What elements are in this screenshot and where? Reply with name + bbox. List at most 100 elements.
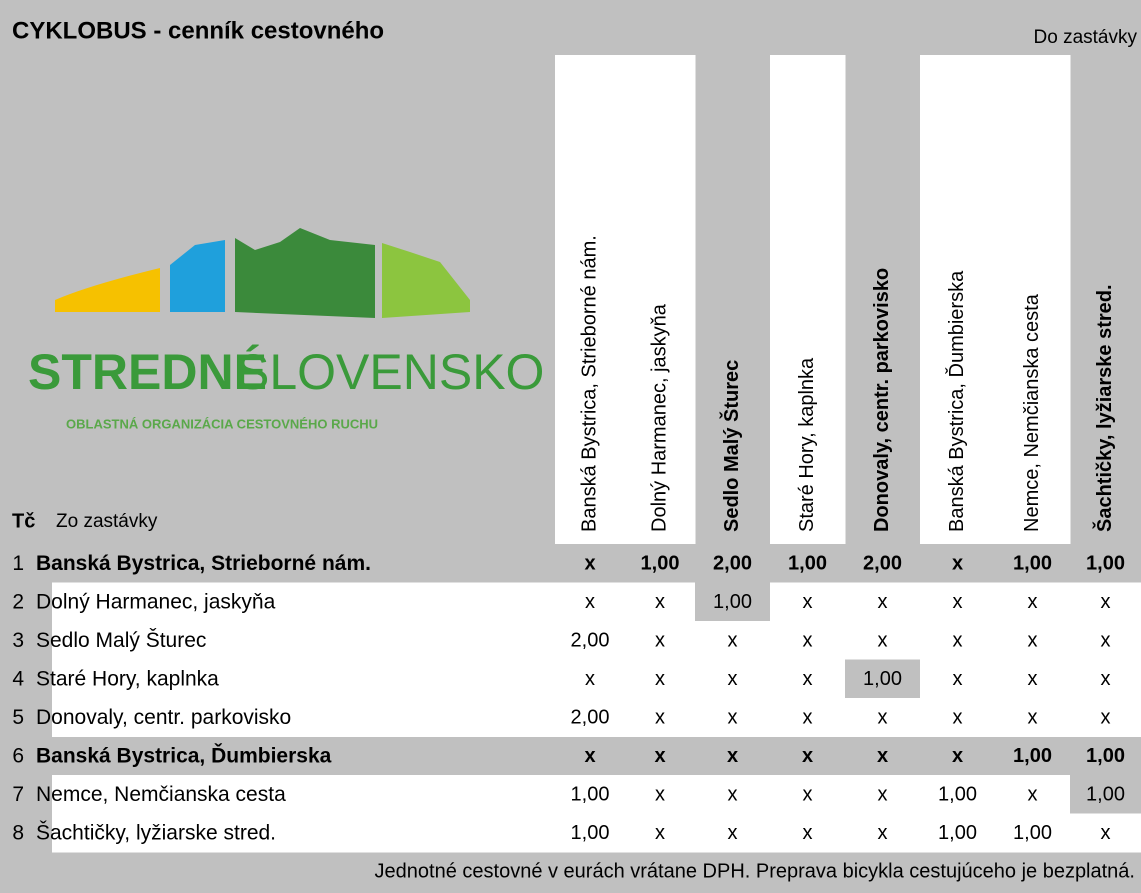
fare-cell: x — [878, 784, 888, 806]
logo-shape — [55, 268, 160, 312]
fare-cell: x — [585, 591, 595, 613]
logo-shape — [235, 228, 375, 318]
row-bg — [52, 775, 1141, 814]
fare-cell: x — [1028, 707, 1038, 729]
row-bg — [52, 698, 1141, 737]
fare-cell: x — [1101, 630, 1111, 652]
fare-cell: 2,00 — [863, 553, 902, 575]
fare-cell: x — [953, 668, 963, 690]
fare-cell: x — [584, 553, 595, 575]
fare-cell: x — [1101, 591, 1111, 613]
fare-cell: x — [1101, 822, 1111, 844]
fare-cell: 1,00 — [1013, 745, 1052, 767]
fare-cell: x — [655, 707, 665, 729]
fare-cell: 1,00 — [938, 784, 977, 806]
fare-cell: 1,00 — [571, 784, 610, 806]
row-name: Sedlo Malý Šturec — [36, 629, 206, 652]
row-number: 1 — [12, 552, 24, 575]
fare-cell: x — [655, 591, 665, 613]
cell-highlight — [845, 659, 920, 698]
fare-cell: x — [728, 630, 738, 652]
row-number: 7 — [12, 783, 24, 806]
row-number: 3 — [12, 629, 24, 652]
fare-cell: x — [953, 707, 963, 729]
fare-cell: 2,00 — [571, 630, 610, 652]
fare-cell: x — [1101, 668, 1111, 690]
fare-cell: x — [802, 745, 813, 767]
fare-cell: 1,00 — [571, 822, 610, 844]
row-bg — [52, 582, 1141, 622]
fare-cell: x — [953, 591, 963, 613]
fare-cell: x — [1028, 591, 1038, 613]
number-label: Tč — [12, 510, 35, 532]
column-header: Donovaly, centr. parkovisko — [871, 268, 893, 532]
fare-cell: 1,00 — [1086, 745, 1125, 767]
row-number: 6 — [12, 744, 24, 767]
row-bg — [52, 659, 1141, 699]
row-number: 5 — [12, 706, 24, 729]
fare-cell: x — [953, 630, 963, 652]
fare-cell: x — [1101, 707, 1111, 729]
fare-cell: x — [878, 822, 888, 844]
fare-cell: 1,00 — [938, 822, 977, 844]
fare-cell: 1,00 — [863, 668, 902, 690]
row-name: Dolný Harmanec, jaskyňa — [36, 590, 276, 613]
column-header-bg — [920, 55, 996, 544]
fare-cell: x — [585, 668, 595, 690]
row-number: 2 — [12, 590, 24, 613]
row-name: Nemce, Nemčianska cesta — [36, 783, 286, 806]
fare-cell: x — [1028, 630, 1038, 652]
row-bg — [52, 621, 1141, 660]
fare-cell: 1,00 — [1086, 784, 1125, 806]
fare-cell: 1,00 — [713, 591, 752, 613]
fare-cell: 2,00 — [713, 553, 752, 575]
fare-cell: x — [878, 707, 888, 729]
fare-cell: x — [728, 707, 738, 729]
fare-cell: x — [878, 591, 888, 613]
column-header: Dolný Harmanec, jaskyňa — [648, 303, 670, 532]
fare-cell: 1,00 — [1013, 822, 1052, 844]
fare-cell: x — [952, 553, 963, 575]
column-header: Nemce, Nemčianska cesta — [1021, 293, 1043, 532]
row-name: Šachtičky, lyžiarske stred. — [36, 821, 276, 844]
logo-shape — [382, 243, 470, 318]
column-header: Staré Hory, kaplnka — [796, 357, 818, 532]
cell-highlight — [1070, 775, 1141, 814]
column-header-bg — [995, 55, 1071, 544]
fare-cell: x — [803, 668, 813, 690]
fare-cell: 1,00 — [788, 553, 827, 575]
footer: Jednotné cestovné v eurách vrátane DPH. … — [375, 860, 1135, 882]
fare-cell: x — [803, 591, 813, 613]
column-header: Sedlo Malý Šturec — [719, 360, 743, 532]
logo-subtitle: OBLASTNÁ ORGANIZÁCIA CESTOVNÉHO RUCHU — [66, 416, 378, 431]
fare-cell: x — [803, 707, 813, 729]
row-name: Banská Bystrica, Ďumbierska — [36, 743, 332, 767]
row-name: Staré Hory, kaplnka — [36, 667, 219, 690]
fare-cell: x — [878, 630, 888, 652]
fare-cell: x — [1028, 668, 1038, 690]
fare-cell: x — [655, 784, 665, 806]
logo-shape — [170, 240, 225, 312]
row-name: Banská Bystrica, Strieborné nám. — [36, 552, 371, 575]
fare-cell: 1,00 — [1013, 553, 1052, 575]
column-header-bg — [770, 55, 846, 544]
row-number: 8 — [12, 821, 24, 844]
logo-name-bold: STREDNÉ — [28, 344, 267, 400]
column-header: Banská Bystrica, Strieborné nám. — [578, 235, 600, 532]
fare-cell: x — [877, 745, 888, 767]
row-bg — [52, 813, 1141, 853]
cell-highlight — [695, 582, 770, 621]
fare-cell: 2,00 — [571, 707, 610, 729]
fare-cell: x — [728, 822, 738, 844]
title: CYKLOBUS - cenník cestovného — [12, 17, 384, 44]
fare-cell: x — [728, 784, 738, 806]
row-name: Donovaly, centr. parkovisko — [36, 706, 291, 729]
destination-label: Do zastávky — [1034, 27, 1138, 48]
fare-cell: x — [727, 745, 738, 767]
row-number: 4 — [12, 667, 24, 690]
column-header-bg — [555, 55, 626, 544]
fare-cell: 1,00 — [1086, 553, 1125, 575]
origin-label: Zo zastávky — [56, 511, 158, 532]
fare-cell: x — [1028, 784, 1038, 806]
fare-cell: x — [803, 822, 813, 844]
